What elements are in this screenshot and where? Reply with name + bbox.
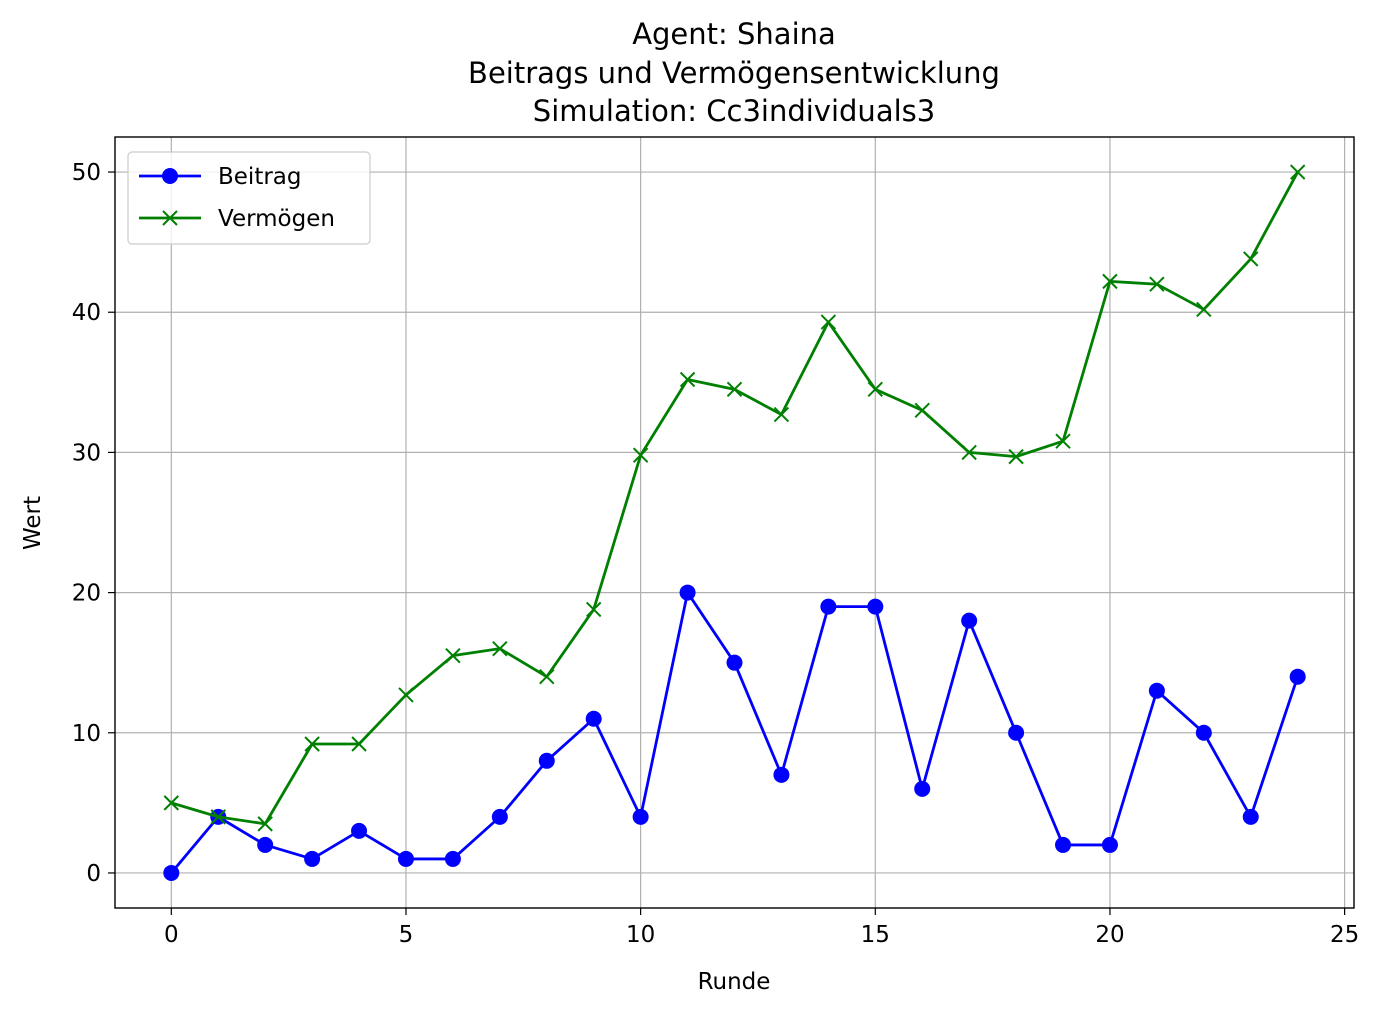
data-point-beitrag (304, 850, 321, 867)
data-point-beitrag (961, 612, 978, 629)
y-tick-label: 50 (72, 160, 101, 186)
x-tick-label: 10 (626, 922, 655, 948)
data-point-vermoegen (539, 668, 555, 685)
chart-title-line-1: Agent: Shaina (632, 17, 836, 51)
data-point-vermoegen (1008, 448, 1024, 465)
data-point-beitrag (1008, 724, 1025, 741)
data-point-vermoegen (257, 816, 273, 832)
data-point-beitrag (867, 598, 884, 615)
x-tick-label: 0 (164, 922, 179, 948)
data-point-vermoegen (632, 447, 649, 463)
data-point-vermoegen (773, 406, 790, 423)
x-axis-label: Runde (698, 969, 771, 995)
data-point-vermoegen (914, 402, 930, 419)
data-point-vermoegen (1289, 164, 1306, 180)
data-point-beitrag (773, 766, 790, 783)
data-point-beitrag (585, 710, 602, 727)
legend-marker-vermoegen (162, 210, 178, 226)
y-tick-label: 30 (72, 440, 101, 466)
y-tick-label: 40 (72, 300, 101, 326)
data-point-vermoegen (163, 795, 180, 811)
legend-label-beitrag: Beitrag (218, 164, 302, 190)
x-tick-label: 5 (399, 922, 414, 948)
data-point-beitrag (257, 836, 274, 853)
x-tick-label: 25 (1330, 922, 1359, 948)
data-point-vermoegen (961, 444, 977, 461)
data-point-vermoegen (351, 736, 367, 752)
legend-label-vermoegen: Vermögen (218, 206, 335, 232)
y-tick-label: 0 (86, 861, 101, 887)
data-point-beitrag (163, 864, 180, 881)
data-point-beitrag (538, 752, 555, 769)
data-point-vermoegen (1102, 273, 1118, 290)
data-point-beitrag (444, 850, 461, 867)
data-point-beitrag (914, 780, 931, 797)
data-point-beitrag (1148, 682, 1165, 699)
data-point-vermoegen (304, 736, 320, 752)
data-point-vermoegen (1196, 301, 1212, 318)
data-point-beitrag (1101, 836, 1118, 853)
data-point-vermoegen (820, 314, 837, 330)
data-point-beitrag (679, 584, 696, 601)
y-tick-label: 10 (72, 721, 101, 747)
data-point-vermoegen (585, 601, 602, 618)
chart-title-line-2: Beitrags und Vermögensentwicklung (468, 56, 1000, 90)
x-tick-label: 20 (1095, 922, 1124, 948)
data-point-beitrag (351, 822, 368, 839)
data-point-vermoegen (867, 381, 884, 398)
plot-frame (114, 136, 1355, 909)
data-point-beitrag (1195, 724, 1212, 741)
data-point-vermoegen (1055, 433, 1071, 449)
grid (115, 137, 1354, 908)
data-point-beitrag (491, 808, 508, 825)
x-tick-label: 15 (861, 922, 890, 948)
data-point-vermoegen (1243, 251, 1259, 267)
legend-marker-beitrag (162, 168, 178, 184)
series-line-vermoegen (170, 171, 1299, 826)
data-point-beitrag (1242, 808, 1259, 825)
legend: Beitrag Vermögen (127, 151, 371, 245)
data-point-vermoegen (726, 381, 743, 398)
y-axis-label: Wert (20, 496, 46, 550)
series-layer (163, 164, 1306, 881)
data-point-vermoegen (1149, 276, 1165, 292)
data-point-vermoegen (210, 809, 226, 825)
y-tick-label: 20 (72, 581, 101, 607)
chart-title-line-3: Simulation: Cc3individuals3 (533, 94, 935, 128)
data-point-beitrag (726, 654, 743, 671)
data-point-vermoegen (398, 687, 414, 703)
data-point-beitrag (1289, 668, 1306, 685)
axis-ticks: 0 5 10 15 20 25 0 10 20 30 40 50 (72, 160, 1360, 948)
data-point-beitrag (820, 598, 837, 615)
data-point-beitrag (397, 850, 414, 867)
data-point-vermoegen (445, 647, 461, 664)
data-point-beitrag (632, 808, 649, 825)
data-point-beitrag (1055, 836, 1072, 853)
data-point-vermoegen (679, 371, 696, 388)
data-point-vermoegen (492, 640, 508, 657)
